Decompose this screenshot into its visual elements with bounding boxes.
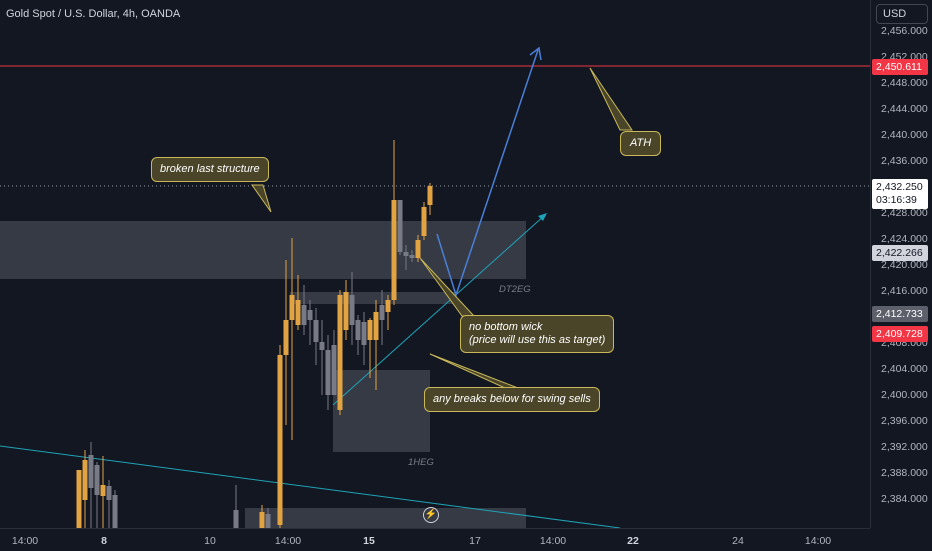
price-tick: 2,436.000 xyxy=(881,155,928,167)
candle-body xyxy=(301,305,307,325)
candle-body xyxy=(379,305,385,320)
badge-last-price-value: 2,432.250 xyxy=(876,181,923,193)
note-broken-structure[interactable]: broken last structure xyxy=(151,157,269,182)
chart-area[interactable]: Gold Spot / U.S. Dollar, 4h, OANDA broke… xyxy=(0,0,870,529)
candle-body xyxy=(325,350,331,395)
price-tick: 2,456.000 xyxy=(881,25,928,37)
projection-arrow xyxy=(529,46,542,61)
note-no-bottom-wick-line1: no bottom wick xyxy=(469,321,543,333)
price-tick: 2,384.000 xyxy=(881,493,928,505)
candle-body xyxy=(367,320,373,340)
candle-body xyxy=(337,295,343,410)
price-tick: 2,404.000 xyxy=(881,363,928,375)
price-tick: 2,444.000 xyxy=(881,103,928,115)
candlestick-chart[interactable] xyxy=(0,0,870,529)
candle-body xyxy=(391,200,397,300)
time-tick: 14:00 xyxy=(274,535,302,547)
candle-body xyxy=(355,320,361,340)
candle-body xyxy=(295,300,301,325)
candle-body xyxy=(100,485,106,496)
pointer-swing-sells xyxy=(429,353,519,389)
candle-body xyxy=(361,322,367,345)
candle-body xyxy=(277,355,283,525)
time-tick: 15 xyxy=(363,535,375,547)
note-no-bottom-wick[interactable]: no bottom wick (price will use this as t… xyxy=(460,315,615,353)
candle-body xyxy=(319,342,325,350)
time-tick: 17 xyxy=(469,535,481,547)
candle-body xyxy=(112,495,118,528)
candle-body xyxy=(385,300,391,312)
candle-body xyxy=(415,240,421,258)
price-tick: 2,396.000 xyxy=(881,415,928,427)
price-tick: 2,388.000 xyxy=(881,467,928,479)
currency-button[interactable]: USD xyxy=(876,4,928,24)
pointer-ath xyxy=(589,67,633,131)
time-tick: 14:00 xyxy=(804,535,832,547)
candle-body xyxy=(94,465,100,495)
lightning-icon[interactable]: ⚡ xyxy=(423,507,439,523)
supply-zone-upper xyxy=(0,221,526,279)
candle-body xyxy=(76,470,82,528)
demand-zone-small xyxy=(290,292,456,304)
zone-label-upper: DT2EG xyxy=(499,284,531,295)
price-tick: 2,448.000 xyxy=(881,77,928,89)
ascending-trendline xyxy=(332,214,546,406)
ascending-trendline-arrow xyxy=(538,213,547,221)
candles-group xyxy=(76,140,433,528)
badge-last-price: 2,432.250 03:16:39 xyxy=(872,179,928,209)
candle-body xyxy=(307,310,313,320)
price-axis[interactable]: 2,456.000 2,452.000 2,448.000 2,444.000 2,44… xyxy=(870,0,932,528)
price-tick: 2,400.000 xyxy=(881,389,928,401)
price-tick: 2,420.000 xyxy=(881,259,928,271)
price-tick: 2,440.000 xyxy=(881,129,928,141)
candle-body xyxy=(88,455,94,488)
price-tick: 2,424.000 xyxy=(881,233,928,245)
time-tick: 8 xyxy=(101,535,107,547)
zone-label-lower: 1HEG xyxy=(408,457,434,468)
time-tick: 24 xyxy=(732,535,744,547)
note-swing-sells[interactable]: any breaks below for swing sells xyxy=(424,387,600,412)
candle-body xyxy=(349,295,355,325)
candle-body xyxy=(259,512,265,528)
note-no-bottom-wick-line2: (price will use this as target) xyxy=(469,334,606,346)
candle-body xyxy=(343,292,349,330)
badge-level-b: 2,412.733 xyxy=(872,306,928,322)
candle-body xyxy=(409,255,415,258)
note-ath[interactable]: ATH xyxy=(620,131,662,156)
symbol-title[interactable]: Gold Spot / U.S. Dollar, 4h, OANDA xyxy=(6,8,181,20)
badge-last-price-countdown: 03:16:39 xyxy=(876,194,917,206)
price-tick: 2,392.000 xyxy=(881,441,928,453)
pointer-broken-structure xyxy=(251,184,272,213)
time-tick: 14:00 xyxy=(539,535,567,547)
time-axis[interactable]: 14:00 8 10 14:00 15 17 14:00 22 24 14:00 xyxy=(0,528,870,551)
badge-ath: 2,450.611 xyxy=(872,59,928,75)
time-tick: 22 xyxy=(627,535,639,547)
time-tick: 14:00 xyxy=(11,535,39,547)
candle-body xyxy=(427,186,433,205)
candle-body xyxy=(397,200,403,252)
candle-body xyxy=(373,312,379,340)
candle-body xyxy=(331,345,337,395)
candle-body xyxy=(403,252,409,256)
price-tick: 2,416.000 xyxy=(881,285,928,297)
projection-path xyxy=(436,49,539,298)
badge-level-c: 2,409.728 xyxy=(872,326,928,342)
candle-body xyxy=(233,510,239,528)
candle-body xyxy=(265,514,271,528)
candle-body xyxy=(283,320,289,355)
candle-body xyxy=(82,460,88,500)
candle-body xyxy=(106,486,112,500)
time-tick: 10 xyxy=(204,535,216,547)
demand-zone-lower xyxy=(333,370,430,452)
candle-body xyxy=(289,295,295,320)
candle-body xyxy=(421,207,427,236)
candle-body xyxy=(313,320,319,342)
price-tick: 2,428.000 xyxy=(881,207,928,219)
badge-level-a: 2,422.266 xyxy=(872,245,928,261)
demand-zone-bottom xyxy=(245,508,526,528)
